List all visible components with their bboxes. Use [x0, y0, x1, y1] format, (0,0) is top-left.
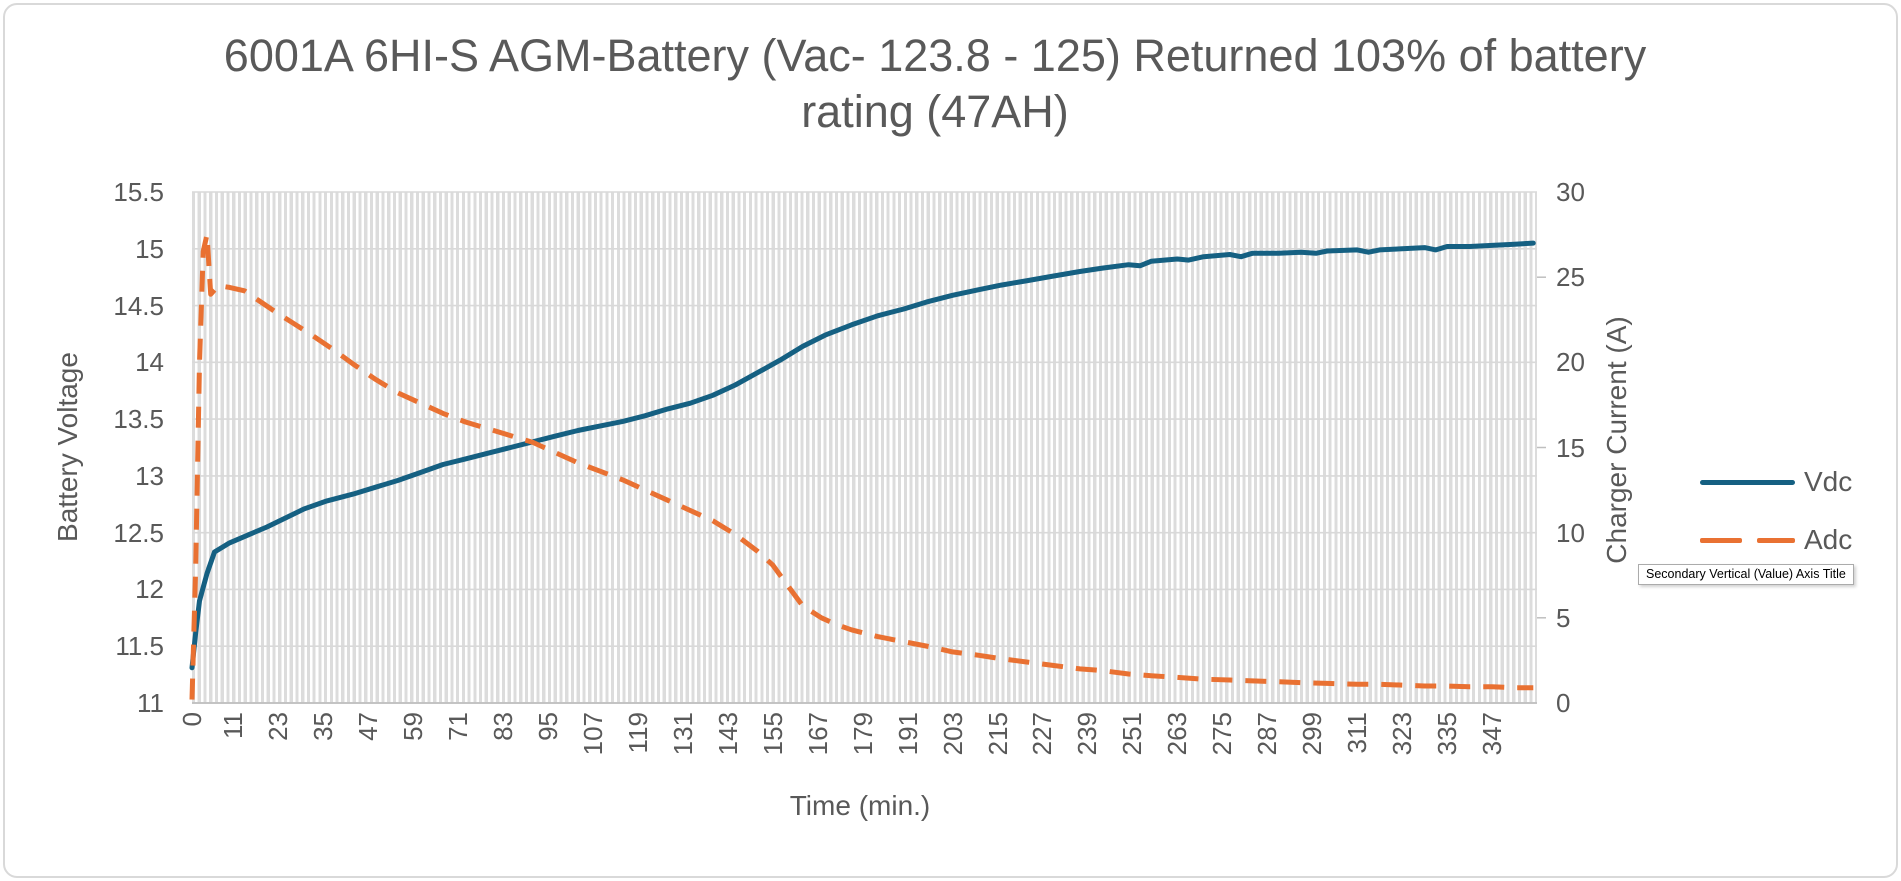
x-tick-label: 275: [1207, 712, 1238, 756]
x-tick-label: 47: [353, 712, 384, 741]
x-tick-label: 227: [1027, 712, 1058, 756]
x-tick-label: 167: [802, 712, 833, 756]
y-left-tick-label: 14: [135, 347, 164, 378]
y-right-tick-label: 30: [1556, 177, 1585, 207]
vdc-line[interactable]: [189, 240, 1536, 671]
y-right-tick-label: 10: [1556, 517, 1585, 548]
left-axis-title[interactable]: Battery Voltage: [52, 352, 83, 542]
chart-title-line-2: rating (47AH): [801, 86, 1069, 137]
adc-line[interactable]: [189, 232, 1534, 700]
x-tick-label: 323: [1387, 712, 1418, 756]
x-tick-label: 131: [667, 712, 698, 756]
x-tick-label: 239: [1072, 712, 1103, 756]
x-tick-label: 251: [1117, 712, 1148, 756]
plot-series-layer: [189, 191, 1546, 704]
chart-title[interactable]: 6001A 6HI-S AGM-Battery (Vac- 123.8 - 12…: [170, 28, 1700, 140]
x-tick-label: 347: [1477, 712, 1508, 756]
x-tick-label: 335: [1432, 712, 1463, 756]
axis-title-tooltip: Secondary Vertical (Value) Axis Title: [1638, 564, 1854, 585]
y-left-tick-label: 11.5: [115, 631, 164, 662]
y-left-tick-label: 15: [135, 233, 164, 264]
x-tick-label: 95: [532, 712, 563, 741]
legend-item-adc[interactable]: Adc: [1700, 524, 1853, 555]
legend-item-vdc[interactable]: Vdc: [1700, 466, 1853, 497]
x-tick-label: 35: [308, 712, 339, 741]
legend-vdc-line-sample: [1700, 479, 1795, 485]
y-right-tick-label: 0: [1556, 688, 1571, 718]
y-left-tick-label: 13.5: [113, 404, 164, 435]
x-tick-label: 299: [1297, 712, 1328, 756]
x-tick-label: 203: [937, 712, 968, 756]
x-tick-label: 11: [218, 712, 249, 739]
y-left-tick-label: 15.5: [113, 177, 164, 207]
x-tick-label: 83: [487, 712, 518, 741]
chart-title-line-1: 6001A 6HI-S AGM-Battery (Vac- 123.8 - 12…: [223, 30, 1647, 81]
x-tick-label: 59: [398, 712, 429, 741]
x-tick-label: 179: [847, 712, 878, 756]
y-right-tick-label: 20: [1556, 347, 1585, 378]
y-left-tick-label: 11: [137, 688, 164, 718]
x-tick-label: 155: [757, 712, 788, 756]
x-tick-label: 119: [622, 712, 653, 754]
x-tick-label: 143: [712, 712, 743, 756]
x-tick-label: 191: [892, 712, 923, 756]
x-axis-title[interactable]: Time (min.): [789, 790, 931, 821]
x-tick-label: 311: [1342, 712, 1373, 754]
y-left-tick-label: 13: [135, 460, 164, 491]
y-left-tick-label: 12.5: [113, 517, 164, 548]
x-tick-label: 215: [982, 712, 1013, 756]
y-right-tick-label: 5: [1556, 602, 1571, 633]
chart-frame-border: [3, 3, 1898, 878]
x-tick-label: 107: [577, 712, 608, 756]
legend-label-adc: Adc: [1804, 524, 1853, 555]
x-tick-label: 287: [1252, 712, 1283, 756]
y-right-tick-label: 25: [1556, 262, 1585, 293]
x-tick-label: 71: [443, 712, 473, 741]
plot-area[interactable]: [192, 192, 1537, 703]
x-tick-label: 23: [263, 712, 294, 741]
legend-label-vdc: Vdc: [1804, 466, 1853, 497]
x-tick-label: 263: [1162, 712, 1193, 756]
legend-adc-line-sample: [1700, 537, 1795, 543]
y-right-tick-label: 15: [1556, 432, 1585, 463]
y-left-tick-label: 12: [135, 574, 164, 605]
x-tick-label: 0: [177, 712, 207, 727]
right-axis-title[interactable]: Charger Current (A): [1601, 316, 1632, 564]
y-left-tick-label: 14.5: [113, 290, 164, 321]
